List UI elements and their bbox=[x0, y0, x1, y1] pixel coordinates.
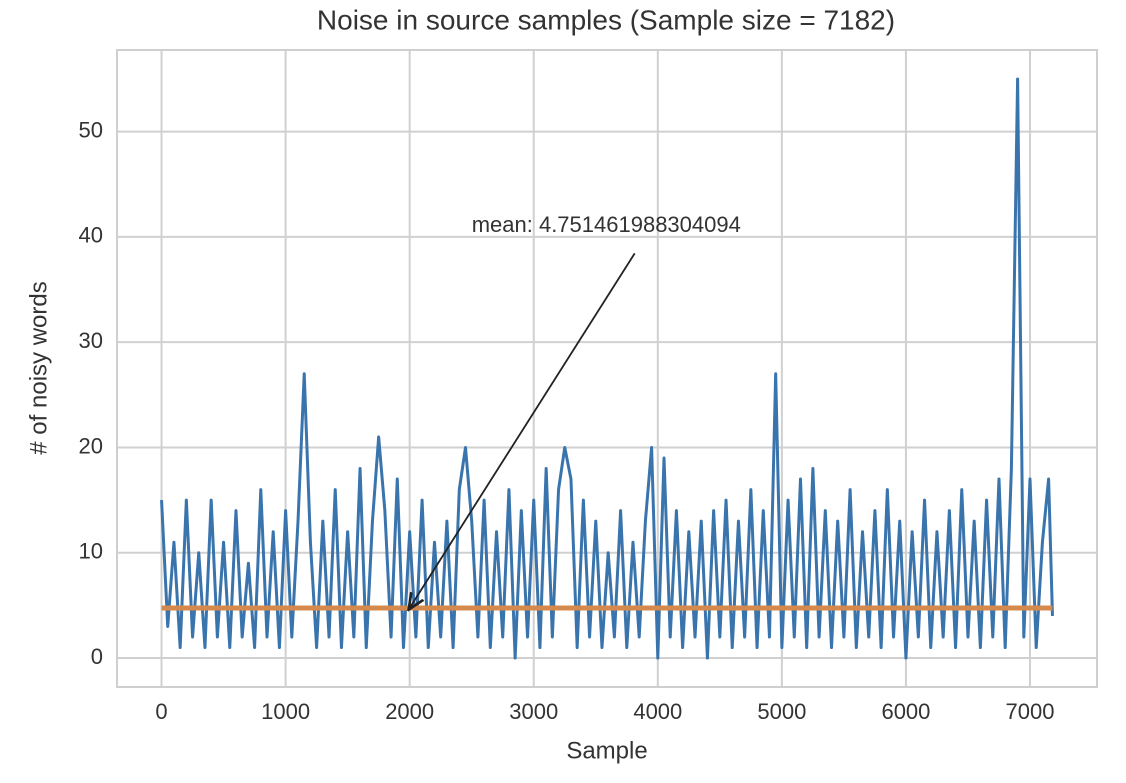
y-tick-label: 50 bbox=[79, 117, 103, 142]
y-tick-label: 0 bbox=[91, 644, 103, 669]
y-axis-label: # of noisy words bbox=[25, 281, 52, 454]
x-tick-label: 3000 bbox=[509, 699, 558, 724]
x-tick-label: 6000 bbox=[881, 699, 930, 724]
chart-title: Noise in source samples (Sample size = 7… bbox=[317, 4, 895, 35]
y-tick-label: 30 bbox=[79, 328, 103, 353]
y-tick-label: 40 bbox=[79, 223, 103, 248]
x-tick-label: 0 bbox=[155, 699, 167, 724]
x-tick-label: 7000 bbox=[1006, 699, 1055, 724]
annotation-text: mean: 4.751461988304094 bbox=[472, 212, 741, 237]
x-axis-label: Sample bbox=[566, 737, 647, 764]
y-tick-label: 10 bbox=[79, 539, 103, 564]
y-tick-label: 20 bbox=[79, 433, 103, 458]
plot-frame bbox=[116, 49, 1098, 688]
x-tick-label: 1000 bbox=[261, 699, 310, 724]
annotation-arrow bbox=[410, 252, 636, 608]
x-tick-label: 5000 bbox=[757, 699, 806, 724]
x-tick-label: 2000 bbox=[385, 699, 434, 724]
x-tick-label: 4000 bbox=[633, 699, 682, 724]
series-line bbox=[160, 77, 1054, 660]
